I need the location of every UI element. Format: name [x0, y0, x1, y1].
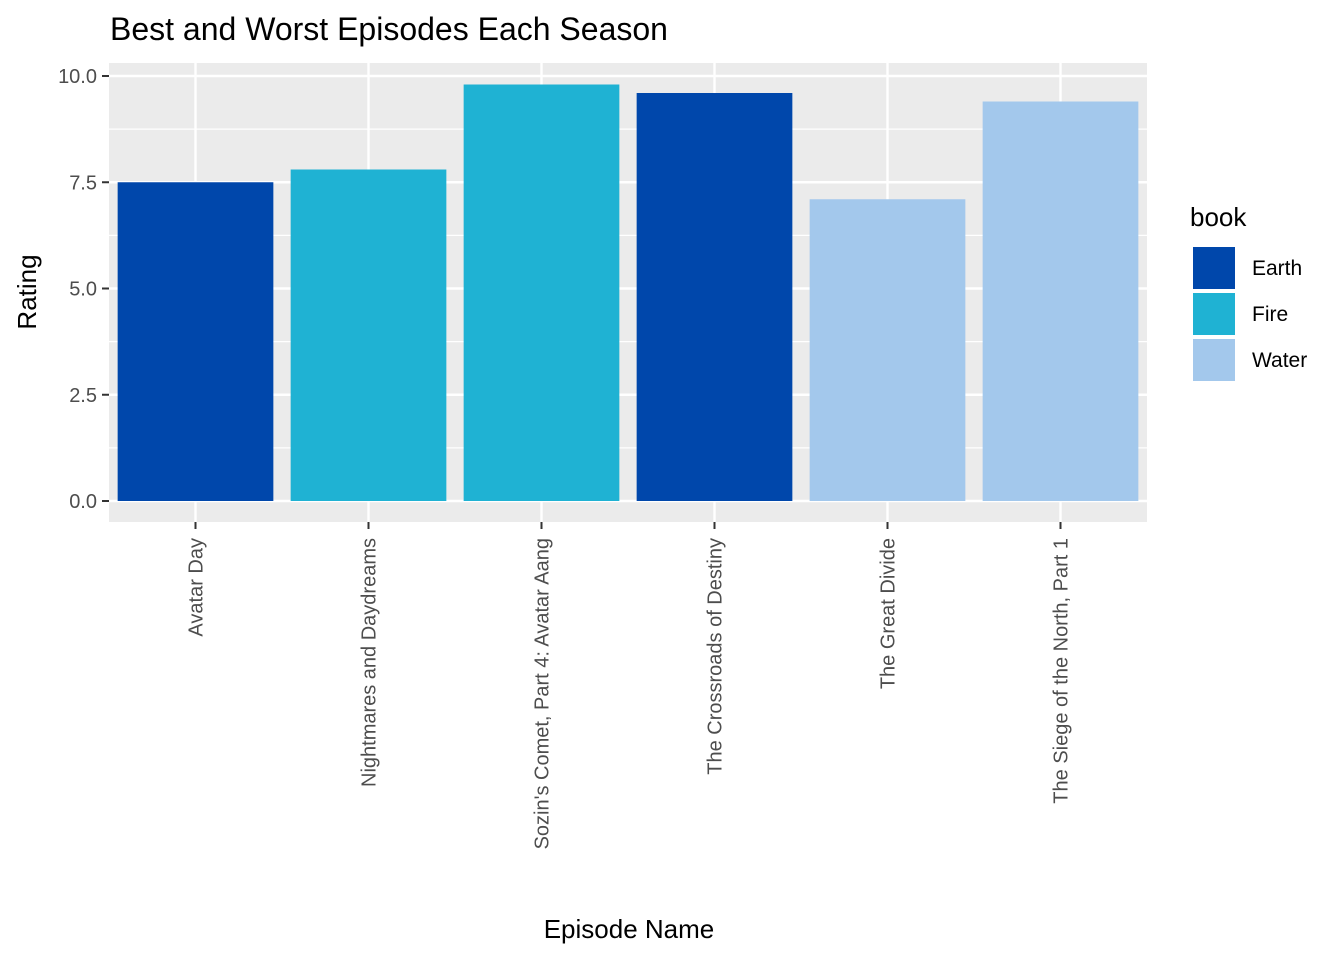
x-axis-title: Episode Name: [544, 914, 715, 944]
chart-title: Best and Worst Episodes Each Season: [110, 11, 668, 47]
legend-label: Fire: [1252, 303, 1288, 326]
legend-label: Earth: [1252, 257, 1302, 280]
bar-avatar-day: [117, 182, 274, 501]
x-tick-label: Avatar Day: [186, 538, 208, 637]
x-tick-label: Nightmares and Daydreams: [359, 538, 381, 787]
bar-nightmares-and-daydreams: [290, 169, 447, 501]
y-tick-label: 10.0: [58, 66, 97, 88]
y-tick-label: 7.5: [69, 172, 97, 194]
legend-label: Water: [1252, 349, 1307, 372]
panel-background: [109, 63, 1147, 522]
bar-the-siege-of-the-north-part-1: [982, 101, 1139, 501]
legend-key-fire: [1193, 293, 1235, 335]
legend-title: book: [1190, 202, 1247, 232]
x-tick-label: Sozin's Comet, Part 4: Avatar Aang: [532, 538, 554, 849]
y-axis-title: Rating: [12, 254, 42, 329]
y-tick-label: 5.0: [69, 279, 97, 301]
x-axis: Avatar Day Nightmares and Daydreams Sozin'…: [186, 522, 1073, 849]
y-tick-label: 0.0: [69, 491, 97, 513]
legend-key-earth: [1193, 247, 1235, 289]
x-tick-label: The Crossroads of Destiny: [705, 538, 727, 775]
legend-key-water: [1193, 339, 1235, 381]
legend: book Earth Fire Water: [1190, 202, 1307, 381]
plot-panel: [109, 63, 1147, 522]
bar-the-great-divide: [809, 199, 966, 501]
bar-sozin-s-comet-part-4-avatar-aang: [463, 84, 620, 501]
bars: [117, 84, 1139, 501]
x-tick-label: The Siege of the North, Part 1: [1051, 538, 1073, 804]
x-tick-label: The Great Divide: [878, 538, 900, 689]
y-tick-label: 2.5: [69, 385, 97, 407]
y-axis: 0.0 2.5 5.0 7.5 10.0: [58, 66, 109, 513]
bar-the-crossroads-of-destiny: [636, 93, 793, 501]
